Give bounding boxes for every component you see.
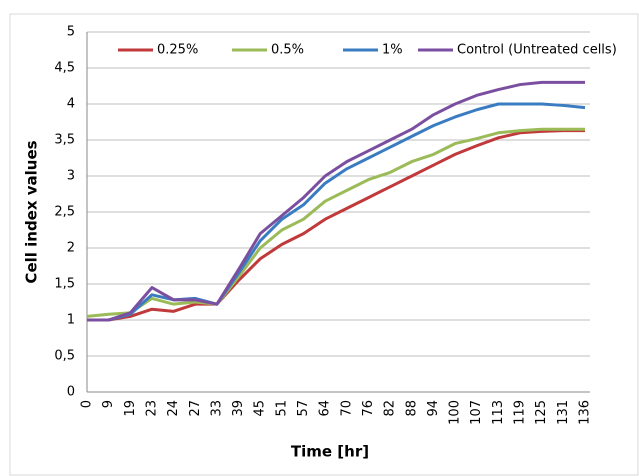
y-tick-label: 0,5 xyxy=(54,349,75,364)
x-axis-label: Time [hr] xyxy=(291,443,369,461)
x-tick-label: 119 xyxy=(513,400,528,425)
x-tick-label: 113 xyxy=(491,400,506,425)
x-tick-label: 94 xyxy=(426,400,441,417)
x-tick-label: 24 xyxy=(166,400,181,417)
x-tick-label: 107 xyxy=(469,400,484,425)
y-tick-label: 2 xyxy=(67,241,75,256)
x-tick-label: 39 xyxy=(231,400,246,417)
y-tick-label: 4 xyxy=(67,97,75,112)
y-tick-label: 3,5 xyxy=(54,133,75,148)
y-tick-label: 0 xyxy=(67,385,75,400)
x-tick-label: 51 xyxy=(274,400,289,417)
x-tick-label: 0 xyxy=(80,400,95,408)
x-tick-label: 23 xyxy=(144,400,159,417)
y-axis-label: Cell index values xyxy=(23,140,41,283)
x-tick-label: 76 xyxy=(361,400,376,417)
x-tick-label: 9 xyxy=(101,400,116,408)
legend-label: 1% xyxy=(382,43,403,58)
series-line xyxy=(87,80,585,322)
series-line xyxy=(86,127,585,318)
x-tick-label: 45 xyxy=(253,400,268,417)
y-tick-label: 2,5 xyxy=(54,205,75,220)
x-tick-label: 100 xyxy=(448,400,463,425)
legend-label: Control (Untreated cells) xyxy=(457,43,617,58)
x-tick-label: 131 xyxy=(556,400,571,425)
x-tick-label: 64 xyxy=(318,400,333,417)
y-tick-label: 3 xyxy=(67,169,75,184)
y-tick-label: 4,5 xyxy=(54,61,75,76)
chart-frame xyxy=(9,13,639,476)
x-tick-label: 57 xyxy=(296,400,311,417)
x-tick-label: 82 xyxy=(383,400,398,417)
x-tick-label: 33 xyxy=(209,400,224,417)
legend-label: 0.5% xyxy=(271,43,304,58)
legend-label: 0.25% xyxy=(157,43,198,58)
x-tick-label: 136 xyxy=(578,400,593,425)
x-tick-label: 88 xyxy=(404,400,419,417)
y-tick-label: 1 xyxy=(67,313,75,328)
x-tick-label: 19 xyxy=(123,400,138,417)
series-line xyxy=(87,129,585,322)
y-tick-label: 1,5 xyxy=(54,277,75,292)
y-tick-label: 5 xyxy=(67,25,75,40)
x-tick-label: 27 xyxy=(188,400,203,417)
x-tick-label: 125 xyxy=(534,400,549,425)
x-tick-label: 70 xyxy=(339,400,354,417)
